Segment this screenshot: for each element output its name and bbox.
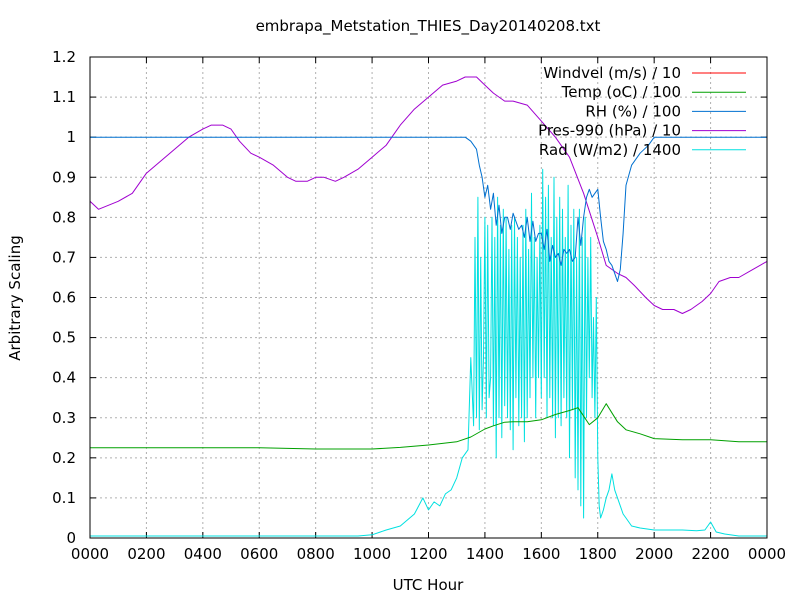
x-axis-label: UTC Hour [393, 576, 464, 594]
x-tick-label: 1400 [466, 545, 504, 563]
y-tick-label: 0 [66, 529, 76, 547]
y-tick-label: 0.8 [52, 208, 76, 226]
legend-entry-label: Temp (oC) / 100 [561, 83, 681, 101]
x-tick-label: 0400 [184, 545, 222, 563]
x-tick-label: 1200 [409, 545, 447, 563]
y-tick-label: 0.3 [52, 409, 76, 427]
x-tick-label: 0000 [71, 545, 109, 563]
tick-labels: 0000 0200 0400 0600 0800 1000 1200 1400 1600 1800… [52, 48, 786, 563]
y-tick-label: 0.2 [52, 449, 76, 467]
plot-frame [89, 56, 768, 539]
y-tick-label: 0.1 [52, 489, 76, 507]
legend-entry-label: RH (%) / 100 [585, 102, 681, 120]
series-line-4 [89, 76, 768, 314]
y-tick-label: 0.9 [52, 168, 76, 186]
x-tick-label: 0600 [240, 545, 278, 563]
legend-entry-label: Pres-990 (hPa) / 10 [538, 122, 681, 140]
legend-entry-label: Rad (W/m2) / 1400 [539, 141, 681, 159]
chart-title: embrapa_Metstation_THIES_Day20140208.txt [256, 17, 601, 36]
legend-entry-label: Windvel (m/s) / 10 [543, 64, 681, 82]
x-tick-label: 0800 [297, 545, 335, 563]
series-line-3 [90, 136, 767, 282]
y-tick-label: 0.6 [52, 289, 76, 307]
y-tick-label: 1 [66, 128, 76, 146]
x-tick-label: 1600 [522, 545, 560, 563]
x-tick-label: 2000 [635, 545, 673, 563]
y-tick-label: 0.7 [52, 248, 76, 266]
x-tick-label: 1000 [353, 545, 391, 563]
x-tick-label: 2200 [691, 545, 729, 563]
y-tick-label: 0.4 [52, 369, 76, 387]
series-lines [89, 76, 768, 537]
series-line-2 [90, 403, 767, 450]
y-tick-label: 1.1 [52, 88, 76, 106]
y-tick-label: 0.5 [52, 329, 76, 347]
x-tick-label: 0000 [748, 545, 786, 563]
x-tick-label: 0200 [127, 545, 165, 563]
y-axis-label: Arbitrary Scaling [6, 235, 24, 361]
y-tick-label: 1.2 [52, 48, 76, 66]
series-line-5 [90, 168, 767, 537]
x-tick-label: 1800 [579, 545, 617, 563]
